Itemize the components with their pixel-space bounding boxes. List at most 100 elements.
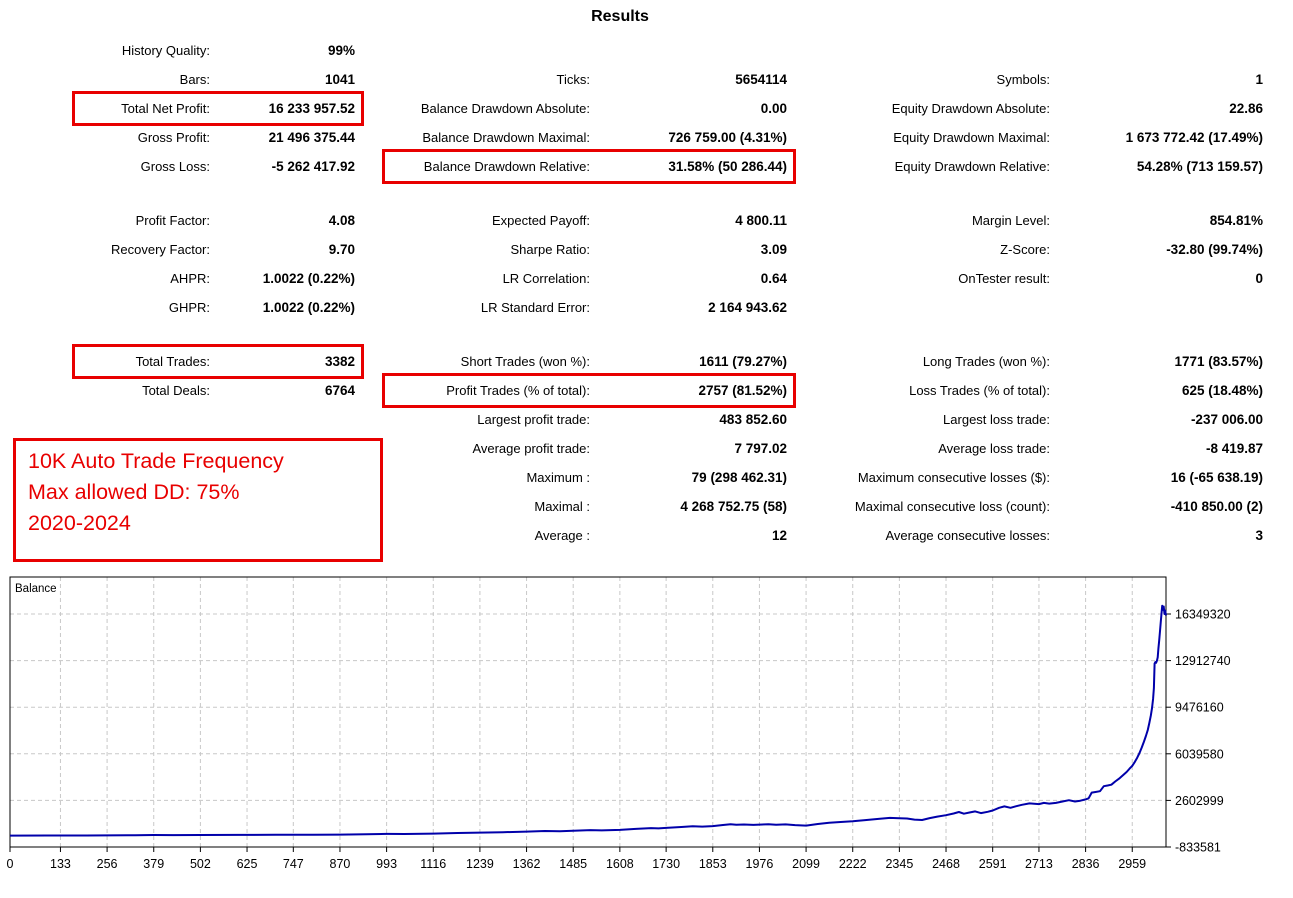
- stat-value: 0.64: [590, 271, 787, 286]
- x-tick-label: 379: [143, 857, 164, 871]
- x-tick-label: 2591: [979, 857, 1007, 871]
- stat-value: 854.81%: [1050, 213, 1263, 228]
- stat-row: History Quality:99%: [80, 36, 355, 65]
- stat-label: Balance Drawdown Absolute:: [390, 101, 590, 116]
- section-gap: [390, 322, 787, 347]
- stat-row: Symbols:1: [800, 65, 1263, 94]
- stat-label: Gross Loss:: [80, 159, 210, 174]
- stat-label: Balance Drawdown Maximal:: [390, 130, 590, 145]
- y-tick-label: -833581: [1175, 841, 1221, 855]
- annotation-line: 10K Auto Trade Frequency: [28, 446, 368, 477]
- stat-row: Short Trades (won %):1611 (79.27%): [390, 347, 787, 376]
- annotation-red-box: 10K Auto Trade FrequencyMax allowed DD: …: [13, 438, 383, 562]
- stat-label: Sharpe Ratio:: [390, 242, 590, 257]
- x-tick-label: 2713: [1025, 857, 1053, 871]
- x-tick-label: 2959: [1118, 857, 1146, 871]
- stat-value: 7 797.02: [590, 441, 787, 456]
- stat-row: Z-Score:-32.80 (99.74%): [800, 235, 1263, 264]
- stat-label: Average :: [390, 528, 590, 543]
- stat-label: AHPR:: [80, 271, 210, 286]
- stat-value: 1.0022 (0.22%): [210, 300, 355, 315]
- stat-row: Maximum consecutive losses ($):16 (-65 6…: [800, 463, 1263, 492]
- stat-row: Profit Factor:4.08: [80, 206, 355, 235]
- y-tick-label: 2602999: [1175, 794, 1224, 808]
- x-tick-label: 1485: [559, 857, 587, 871]
- stat-value: 4 800.11: [590, 213, 787, 228]
- y-tick-label: 16349320: [1175, 607, 1231, 621]
- stat-row: Average loss trade:-8 419.87: [800, 434, 1263, 463]
- stat-label: Gross Profit:: [80, 130, 210, 145]
- stat-value: 3.09: [590, 242, 787, 257]
- x-tick-label: 256: [97, 857, 118, 871]
- stat-value: 31.58% (50 286.44): [590, 159, 787, 174]
- section-gap: [390, 181, 787, 206]
- stat-row: Gross Loss:-5 262 417.92: [80, 152, 355, 181]
- stat-label: Maximum consecutive losses ($):: [800, 470, 1050, 485]
- stat-label: LR Correlation:: [390, 271, 590, 286]
- stat-value: 16 233 957.52: [210, 101, 355, 116]
- stat-row: OnTester result:0: [800, 264, 1263, 293]
- stat-label: Profit Factor:: [80, 213, 210, 228]
- balance-chart-svg: 1634932012912740947616060395802602999-83…: [0, 570, 1293, 893]
- x-tick-label: 2099: [792, 857, 820, 871]
- stat-value: 79 (298 462.31): [590, 470, 787, 485]
- x-tick-label: 2222: [839, 857, 867, 871]
- stat-row: Average profit trade:7 797.02: [390, 434, 787, 463]
- stat-label: History Quality:: [80, 43, 210, 58]
- stat-value: 3382: [210, 354, 355, 369]
- stat-row: Equity Drawdown Maximal:1 673 772.42 (17…: [800, 123, 1263, 152]
- stat-row-empty: [800, 293, 1263, 322]
- stat-value: 16 (-65 638.19): [1050, 470, 1263, 485]
- stat-row: Balance Drawdown Relative:31.58% (50 286…: [390, 152, 787, 181]
- stat-value: 21 496 375.44: [210, 130, 355, 145]
- stat-row: GHPR:1.0022 (0.22%): [80, 293, 355, 322]
- stat-value: -237 006.00: [1050, 412, 1263, 427]
- x-tick-label: 1976: [746, 857, 774, 871]
- x-tick-label: 870: [330, 857, 351, 871]
- section-gap: [800, 181, 1263, 206]
- stat-label: Average loss trade:: [800, 441, 1050, 456]
- stat-value: 0.00: [590, 101, 787, 116]
- stat-row-empty: [800, 36, 1263, 65]
- stat-row: Sharpe Ratio:3.09: [390, 235, 787, 264]
- stat-row-empty: [80, 405, 355, 434]
- x-tick-label: 0: [7, 857, 14, 871]
- stat-value: 0: [1050, 271, 1263, 286]
- x-tick-label: 1608: [606, 857, 634, 871]
- stat-row: Bars:1041: [80, 65, 355, 94]
- stat-row-empty: [390, 36, 787, 65]
- stat-row: Maximal :4 268 752.75 (58): [390, 492, 787, 521]
- stat-label: Total Deals:: [80, 383, 210, 398]
- stat-value: 1 673 772.42 (17.49%): [1050, 130, 1263, 145]
- stat-value: -410 850.00 (2): [1050, 499, 1263, 514]
- stat-row: Maximum :79 (298 462.31): [390, 463, 787, 492]
- stat-row: Margin Level:854.81%: [800, 206, 1263, 235]
- stat-label: Maximal :: [390, 499, 590, 514]
- stat-row: Balance Drawdown Absolute:0.00: [390, 94, 787, 123]
- stat-value: -32.80 (99.74%): [1050, 242, 1263, 257]
- stat-label: Equity Drawdown Maximal:: [800, 130, 1050, 145]
- x-tick-label: 1730: [652, 857, 680, 871]
- stat-row: Long Trades (won %):1771 (83.57%): [800, 347, 1263, 376]
- x-tick-label: 625: [237, 857, 258, 871]
- stat-value: 2757 (81.52%): [590, 383, 787, 398]
- stat-row: Largest loss trade:-237 006.00: [800, 405, 1263, 434]
- stat-value: 99%: [210, 43, 355, 58]
- stat-value: 726 759.00 (4.31%): [590, 130, 787, 145]
- stat-row: Average consecutive losses:3: [800, 521, 1263, 550]
- stat-value: 2 164 943.62: [590, 300, 787, 315]
- x-tick-label: 133: [50, 857, 71, 871]
- stat-label: Short Trades (won %):: [390, 354, 590, 369]
- stat-value: 12: [590, 528, 787, 543]
- y-tick-label: 9476160: [1175, 701, 1224, 715]
- stat-label: Balance Drawdown Relative:: [390, 159, 590, 174]
- x-tick-label: 747: [283, 857, 304, 871]
- page-title: Results: [0, 8, 1240, 26]
- stat-label: Loss Trades (% of total):: [800, 383, 1050, 398]
- stat-value: 1611 (79.27%): [590, 354, 787, 369]
- stat-label: Largest profit trade:: [390, 412, 590, 427]
- stat-value: 1: [1050, 72, 1263, 87]
- stat-row: Maximal consecutive loss (count):-410 85…: [800, 492, 1263, 521]
- x-tick-label: 1116: [420, 857, 446, 871]
- x-tick-label: 1239: [466, 857, 494, 871]
